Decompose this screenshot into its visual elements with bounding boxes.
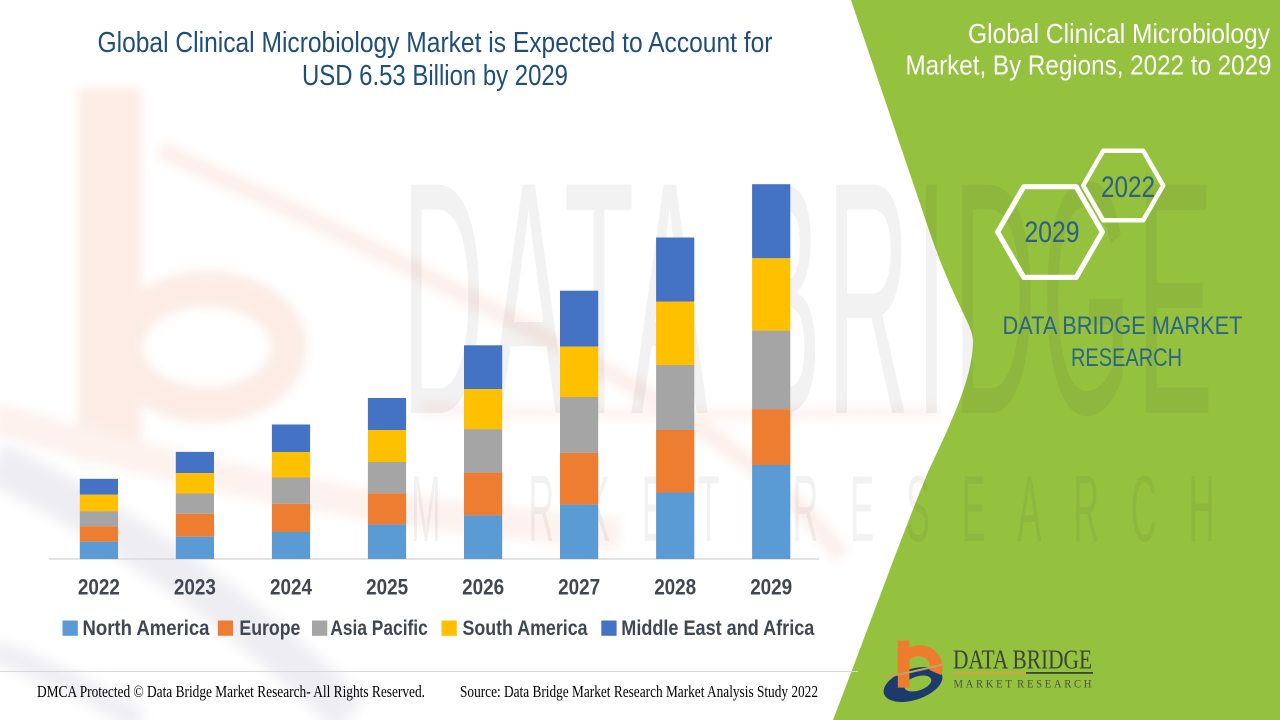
svg-text:2026: 2026 xyxy=(462,575,504,600)
svg-text:2029: 2029 xyxy=(1025,216,1080,249)
svg-text:2025: 2025 xyxy=(366,575,408,600)
svg-text:2024: 2024 xyxy=(270,575,313,600)
svg-text:DATA BRIDGE MARKET: DATA BRIDGE MARKET xyxy=(1003,312,1243,340)
svg-text:Europe: Europe xyxy=(239,616,300,640)
svg-text:South America: South America xyxy=(463,616,589,640)
svg-text:Market, By Regions, 2022 to 20: Market, By Regions, 2022 to 2029 xyxy=(906,50,1272,81)
svg-text:Global Clinical Microbiology: Global Clinical Microbiology xyxy=(968,18,1270,49)
svg-text:MARKET RESEARCH: MARKET RESEARCH xyxy=(411,458,1246,562)
svg-text:2022: 2022 xyxy=(1101,171,1155,204)
svg-text:RESEARCH: RESEARCH xyxy=(1071,344,1182,372)
svg-text:2023: 2023 xyxy=(174,575,216,600)
svg-text:2028: 2028 xyxy=(654,575,696,600)
svg-text:DATA BRIDGE: DATA BRIDGE xyxy=(402,112,1219,483)
svg-text:2022: 2022 xyxy=(78,575,120,600)
svg-text:DATA BRIDGE: DATA BRIDGE xyxy=(953,645,1092,675)
svg-text:Asia Pacific: Asia Pacific xyxy=(330,616,428,640)
svg-text:Source: Data Bridge Market Res: Source: Data Bridge Market Research Mark… xyxy=(460,682,818,701)
svg-text:North America: North America xyxy=(83,616,211,640)
svg-text:2027: 2027 xyxy=(558,575,600,600)
svg-text:Global Clinical Microbiology M: Global Clinical Microbiology Market is E… xyxy=(98,27,773,59)
svg-text:Middle East and Africa: Middle East and Africa xyxy=(621,616,815,640)
svg-text:USD 6.53 Billion by 2029: USD 6.53 Billion by 2029 xyxy=(302,60,568,92)
svg-text:2029: 2029 xyxy=(750,575,792,600)
svg-text:DMCA Protected © Data Bridge M: DMCA Protected © Data Bridge Market Rese… xyxy=(37,682,425,701)
svg-text:M A R K E T R E S E A R C H: M A R K E T R E S E A R C H xyxy=(954,679,1092,691)
